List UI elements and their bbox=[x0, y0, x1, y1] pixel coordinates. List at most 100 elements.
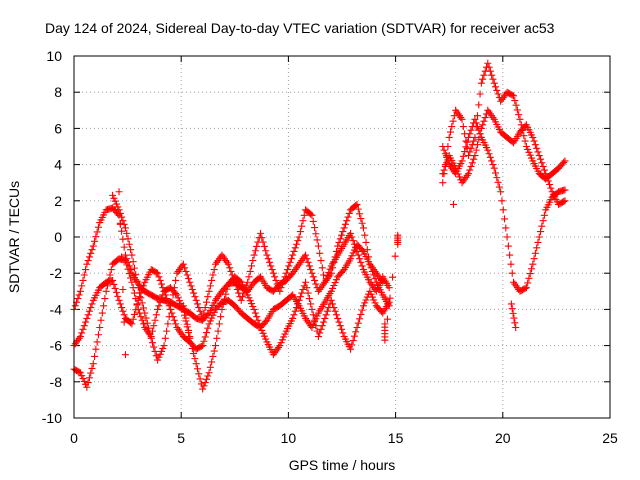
data-point bbox=[156, 350, 164, 358]
data-point bbox=[136, 289, 144, 297]
data-point bbox=[133, 300, 141, 308]
data-point bbox=[309, 273, 317, 281]
data-point bbox=[200, 309, 208, 317]
data-point bbox=[291, 307, 299, 315]
data-point bbox=[506, 251, 514, 259]
data-point bbox=[80, 322, 88, 330]
data-point bbox=[84, 257, 92, 265]
data-point bbox=[330, 282, 338, 290]
data-point bbox=[543, 173, 551, 181]
data-point bbox=[239, 293, 247, 301]
data-point bbox=[533, 144, 541, 152]
data-point bbox=[521, 284, 529, 292]
data-point bbox=[488, 71, 496, 79]
data-point bbox=[114, 203, 122, 211]
data-point bbox=[490, 164, 498, 172]
data-point bbox=[200, 337, 208, 345]
data-point bbox=[276, 342, 284, 350]
data-point bbox=[331, 253, 339, 261]
data-point bbox=[538, 222, 546, 230]
data-point bbox=[223, 285, 231, 293]
data-point bbox=[134, 284, 142, 292]
data-point bbox=[151, 316, 159, 324]
series-track-d bbox=[109, 191, 387, 364]
data-point bbox=[349, 337, 357, 345]
data-point bbox=[186, 278, 194, 286]
data-point bbox=[329, 264, 337, 272]
data-point bbox=[82, 318, 90, 326]
data-point bbox=[91, 352, 99, 360]
data-point bbox=[329, 300, 337, 308]
data-point bbox=[542, 170, 550, 178]
data-point bbox=[314, 242, 322, 250]
data-point bbox=[448, 123, 456, 131]
data-point bbox=[327, 287, 335, 295]
data-point bbox=[241, 285, 249, 293]
data-point bbox=[188, 344, 196, 352]
data-point bbox=[357, 258, 365, 266]
data-point bbox=[246, 297, 254, 305]
data-point bbox=[125, 270, 133, 278]
data-point bbox=[359, 302, 367, 310]
data-point bbox=[110, 194, 118, 202]
data-point bbox=[262, 335, 270, 343]
y-tick-label: 8 bbox=[54, 84, 62, 100]
data-point bbox=[340, 224, 348, 232]
data-point bbox=[251, 309, 259, 317]
data-point bbox=[331, 279, 339, 287]
data-point bbox=[143, 319, 151, 327]
data-point bbox=[329, 284, 337, 292]
data-point bbox=[129, 315, 137, 323]
data-point bbox=[218, 305, 226, 313]
data-point bbox=[529, 260, 537, 268]
data-point bbox=[391, 252, 399, 260]
data-point bbox=[230, 275, 238, 283]
data-point bbox=[87, 369, 95, 377]
data-point bbox=[154, 269, 162, 277]
y-tick-label: -8 bbox=[50, 374, 63, 390]
data-point bbox=[445, 133, 453, 141]
data-point bbox=[213, 334, 221, 342]
data-point bbox=[132, 295, 140, 303]
series-track-c bbox=[70, 255, 393, 393]
data-point bbox=[498, 197, 506, 205]
data-point bbox=[92, 233, 100, 241]
series-track-b bbox=[70, 240, 393, 353]
data-point bbox=[338, 231, 346, 239]
data-point bbox=[345, 209, 353, 217]
data-point bbox=[138, 299, 146, 307]
data-point bbox=[298, 222, 306, 230]
data-point bbox=[311, 316, 319, 324]
data-point bbox=[353, 324, 361, 331]
data-point bbox=[470, 137, 478, 145]
data-point bbox=[308, 211, 316, 219]
y-tick-labels: -10 -8 -6 -4 -2 0 2 4 6 8 10 bbox=[42, 48, 62, 426]
data-point bbox=[354, 319, 362, 327]
data-point bbox=[224, 260, 232, 268]
data-point bbox=[354, 205, 362, 213]
data-point bbox=[341, 220, 349, 228]
data-series bbox=[70, 59, 569, 393]
data-point bbox=[101, 295, 109, 303]
data-point bbox=[253, 313, 261, 321]
data-point bbox=[206, 363, 214, 371]
data-point bbox=[348, 233, 356, 241]
data-point bbox=[347, 255, 355, 263]
data-point bbox=[305, 295, 313, 303]
data-point bbox=[561, 197, 569, 205]
data-point bbox=[290, 247, 298, 255]
data-point bbox=[504, 242, 512, 250]
data-point bbox=[150, 322, 158, 330]
data-point bbox=[195, 304, 203, 312]
data-point bbox=[263, 251, 271, 259]
data-point bbox=[111, 284, 119, 292]
data-point bbox=[320, 318, 328, 326]
data-point bbox=[320, 271, 328, 279]
data-point bbox=[361, 231, 369, 239]
data-point bbox=[139, 304, 147, 312]
data-point bbox=[82, 266, 90, 274]
data-point bbox=[233, 285, 241, 293]
data-point bbox=[371, 299, 379, 307]
data-point bbox=[531, 141, 539, 149]
y-tick-label: -2 bbox=[50, 265, 63, 281]
